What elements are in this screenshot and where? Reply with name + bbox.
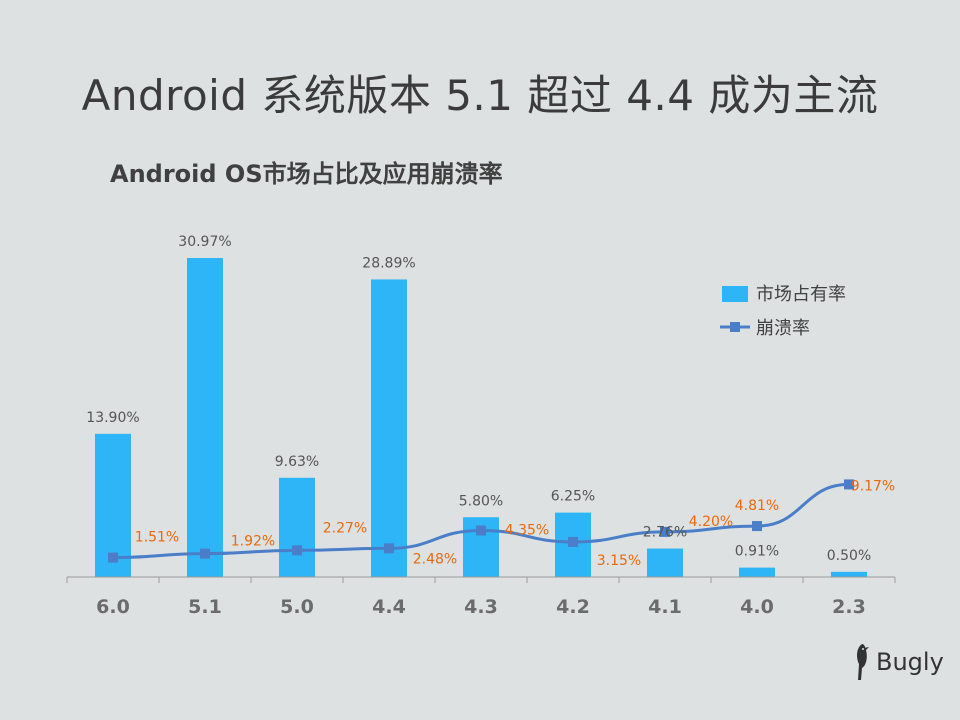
bar-value-label: 0.91% <box>735 544 779 560</box>
bird-icon <box>857 644 869 680</box>
logo-text: Bugly <box>876 648 944 676</box>
crash-rate-marker <box>108 552 118 563</box>
x-tick-label: 2.3 <box>832 596 866 618</box>
x-tick-label: 4.0 <box>740 596 774 618</box>
bar-value-label: 2.76% <box>643 525 687 541</box>
slide-title: Android 系统版本 5.1 超过 4.4 成为主流 <box>81 71 879 120</box>
crash-rate-label: 4.20% <box>689 514 733 530</box>
crash-rate-marker <box>384 543 394 554</box>
bugly-logo: Bugly <box>852 642 944 682</box>
legend-swatch-marker <box>730 322 740 332</box>
x-tick-label: 4.1 <box>648 596 682 618</box>
data-labels-layer: 13.90% 30.97% 9.63% 28.89% 5.80% 6.25% 2.76% 0.… <box>86 234 895 569</box>
x-tick-label: 5.0 <box>280 596 314 618</box>
legend-label-market-share: 市场占有率 <box>756 284 846 305</box>
legend-label-crash-rate: 崩溃率 <box>756 318 810 339</box>
bar-4.4 <box>371 279 407 577</box>
crash-rate-marker <box>660 526 670 537</box>
bar-value-label: 13.90% <box>86 410 139 426</box>
bar-value-label: 0.50% <box>827 548 871 564</box>
bar-value-label: 6.25% <box>551 489 595 505</box>
crash-rate-marker <box>752 521 762 532</box>
crash-rate-label: 4.81% <box>735 498 779 514</box>
crash-rate-marker <box>292 545 302 556</box>
bar-5.0 <box>279 477 315 577</box>
crash-rate-marker <box>568 536 578 547</box>
crash-rate-marker <box>200 548 210 559</box>
x-axis: 6.0 5.1 5.0 4.4 4.3 4.2 4.1 4.0 2.3 <box>66 576 896 618</box>
crash-rate-marker <box>844 479 854 490</box>
chart-title: Android OS市场占比及应用崩溃率 <box>110 160 503 188</box>
bar-value-label: 5.80% <box>459 493 503 509</box>
legend-swatch-bar <box>722 286 748 302</box>
bar-2.3 <box>831 571 867 577</box>
crash-rate-label: 3.15% <box>597 553 641 569</box>
x-tick-label: 4.2 <box>556 596 590 618</box>
crash-rate-marker <box>476 525 486 536</box>
crash-rate-line-layer <box>108 479 854 563</box>
bar-value-label: 9.63% <box>275 454 319 470</box>
bar-5.1 <box>187 258 223 577</box>
x-tick-label: 4.3 <box>464 596 498 618</box>
x-tick-label: 5.1 <box>188 596 222 618</box>
crash-rate-label: 2.48% <box>413 551 457 567</box>
bar-4.0 <box>739 567 775 577</box>
bars-layer <box>95 258 867 577</box>
crash-rate-label: 4.35% <box>505 522 549 538</box>
bar-value-label: 30.97% <box>178 234 231 250</box>
bar-value-label: 28.89% <box>362 255 415 271</box>
bar-4.1 <box>647 548 683 577</box>
x-tick-label: 6.0 <box>96 596 130 618</box>
x-tick-label: 4.4 <box>372 596 406 618</box>
crash-rate-label: 9.17% <box>851 478 895 494</box>
crash-rate-line <box>112 482 850 560</box>
crash-rate-label: 2.27% <box>323 520 367 536</box>
crash-rate-label: 1.51% <box>135 530 179 546</box>
crash-rate-label: 1.92% <box>231 534 275 550</box>
